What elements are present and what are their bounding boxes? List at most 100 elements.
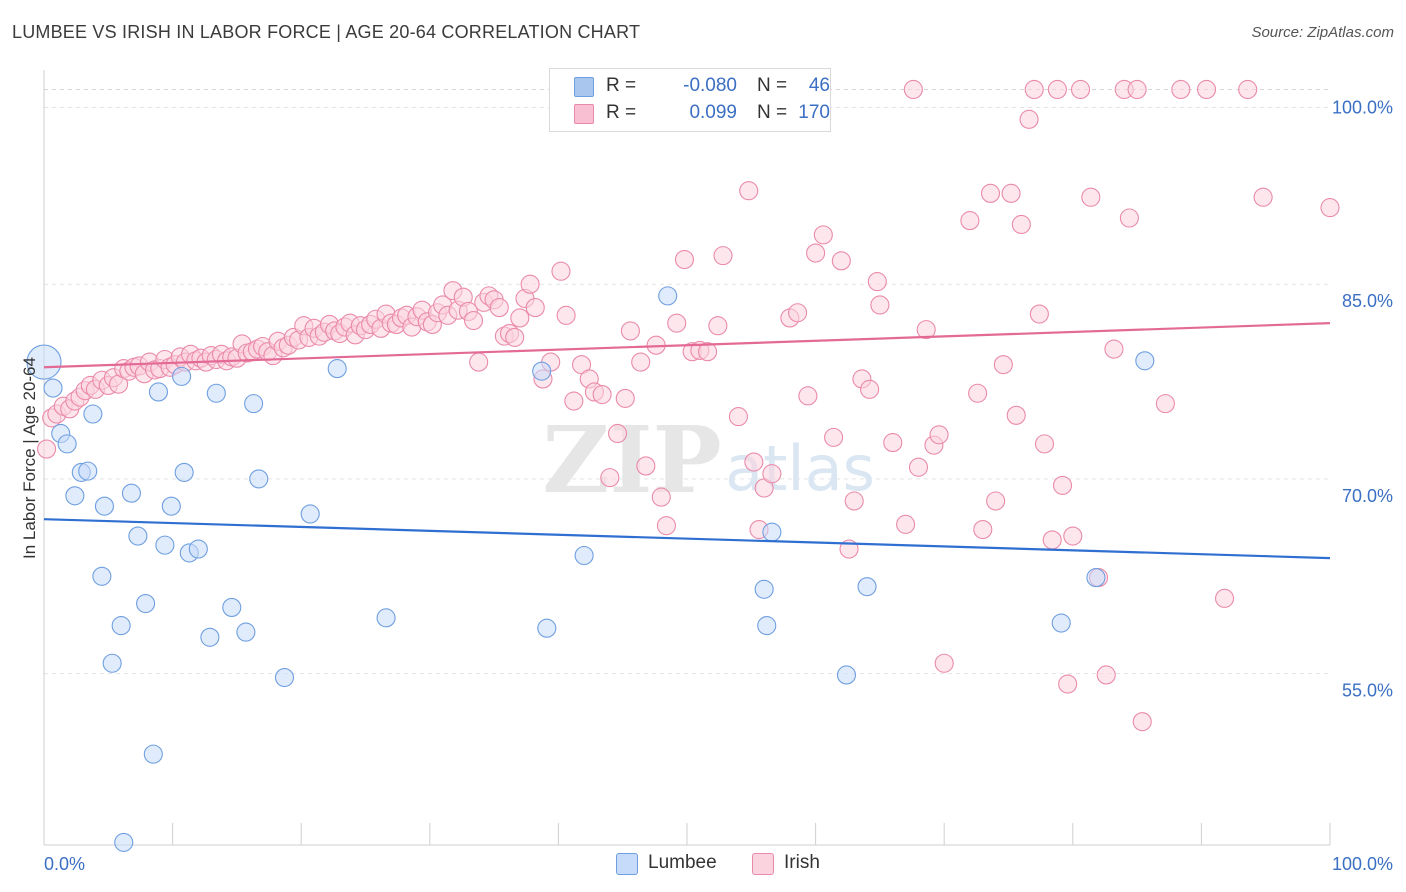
- data-point-irish: [1119, 208, 1139, 228]
- data-point-irish: [860, 379, 880, 399]
- data-point-irish: [1029, 304, 1049, 324]
- data-point-irish: [674, 249, 694, 270]
- x-tick-label: 100.0%: [1332, 854, 1393, 874]
- data-point-irish: [620, 321, 640, 341]
- chart-title: LUMBEE VS IRISH IN LABOR FORCE | AGE 20-…: [12, 22, 641, 42]
- data-point-lumbee: [94, 496, 114, 516]
- data-point-lumbee: [274, 667, 295, 688]
- data-point-lumbee: [143, 744, 163, 764]
- data-point-irish: [1034, 434, 1055, 454]
- watermark: ZIP atlas: [542, 406, 875, 514]
- data-point-irish: [1238, 79, 1258, 100]
- data-point-lumbee: [1135, 351, 1155, 371]
- data-point-lumbee: [857, 577, 877, 597]
- data-point-lumbee: [26, 344, 62, 380]
- data-point-irish: [908, 457, 929, 477]
- data-point-lumbee: [754, 579, 774, 599]
- data-point-irish: [667, 313, 687, 333]
- data-point-irish: [844, 491, 864, 511]
- data-point-lumbee: [376, 608, 396, 628]
- data-point-irish: [867, 272, 887, 292]
- y-tick-labels: 100.0% 85.0% 70.0% 55.0%: [1332, 97, 1393, 700]
- y-tick-label: 55.0%: [1342, 681, 1393, 701]
- data-point-irish: [870, 295, 890, 315]
- x-tick-label: 0.0%: [44, 854, 85, 874]
- data-point-irish: [728, 407, 748, 427]
- data-point-lumbee: [1051, 613, 1071, 633]
- trend-line-irish: [43, 322, 1331, 369]
- data-point-irish: [489, 298, 509, 318]
- data-point-lumbee: [83, 404, 103, 424]
- data-point-lumbee: [206, 383, 226, 403]
- data-point-irish: [824, 427, 844, 447]
- data-point-irish: [1070, 79, 1091, 100]
- legend-swatch-irish: [752, 853, 774, 875]
- data-point-irish: [636, 456, 656, 476]
- data-point-irish: [631, 352, 651, 372]
- data-point-lumbee: [222, 597, 242, 617]
- data-point-irish: [993, 355, 1013, 375]
- legend-swatch-lumbee: [616, 853, 638, 875]
- data-point-irish: [903, 79, 923, 100]
- data-point-irish: [1196, 79, 1217, 100]
- data-point-irish: [656, 516, 676, 536]
- data-point-irish: [1042, 530, 1062, 550]
- data-point-lumbee: [1086, 568, 1106, 588]
- data-point-lumbee: [188, 539, 208, 559]
- data-point-lumbee: [757, 616, 777, 636]
- data-point-irish: [1171, 79, 1191, 100]
- data-point-irish: [1081, 187, 1101, 207]
- legend-n-value: 170: [798, 102, 830, 123]
- data-point-lumbee: [172, 366, 192, 386]
- data-point-irish: [708, 316, 728, 336]
- data-point-irish: [973, 519, 993, 540]
- data-point-lumbee: [111, 616, 131, 636]
- y-axis-label: In Labor Force | Age 20-64: [20, 357, 39, 559]
- data-point-irish: [744, 452, 764, 472]
- data-point-irish: [1024, 79, 1044, 100]
- data-point-irish: [556, 305, 576, 325]
- data-point-irish: [1047, 79, 1067, 100]
- data-point-lumbee: [574, 545, 594, 566]
- data-point-irish: [1127, 79, 1147, 100]
- data-point-irish: [520, 274, 540, 294]
- legend-n-label: N =: [757, 102, 788, 123]
- data-point-irish: [762, 464, 782, 484]
- data-point-irish: [510, 308, 530, 328]
- data-point-irish: [615, 388, 635, 408]
- data-point-lumbee: [57, 434, 77, 454]
- data-point-lumbee: [161, 496, 181, 516]
- data-point-irish: [608, 423, 628, 444]
- data-point-lumbee: [537, 618, 557, 638]
- data-point-lumbee: [658, 286, 678, 306]
- data-point-irish: [525, 298, 545, 318]
- trend-lines: [43, 322, 1331, 560]
- data-point-irish: [1096, 665, 1116, 685]
- data-point-irish: [1006, 405, 1026, 425]
- y-tick-label: 100.0%: [1332, 97, 1393, 117]
- data-point-irish: [1320, 198, 1340, 218]
- data-point-irish: [813, 225, 833, 245]
- grid: [44, 88, 1330, 675]
- data-point-irish: [1011, 214, 1031, 235]
- legend-swatch-irish: [574, 104, 594, 124]
- data-point-irish: [788, 303, 808, 323]
- data-point-irish: [916, 320, 936, 340]
- data-point-irish: [651, 487, 671, 507]
- data-point-lumbee: [836, 665, 857, 685]
- data-point-lumbee: [78, 461, 98, 481]
- data-point-irish: [896, 514, 916, 534]
- data-point-lumbee: [249, 469, 269, 489]
- data-point-lumbee: [236, 622, 256, 642]
- legend-r-value: 0.099: [689, 102, 737, 123]
- data-point-lumbee: [43, 378, 63, 398]
- data-point-irish: [968, 383, 988, 403]
- data-point-lumbee: [762, 522, 782, 542]
- watermark-zip: ZIP: [542, 406, 721, 514]
- data-point-irish: [1214, 588, 1235, 608]
- data-point-irish: [564, 391, 584, 411]
- data-point-irish: [469, 352, 489, 372]
- data-point-irish: [934, 653, 954, 673]
- data-point-lumbee: [148, 382, 169, 402]
